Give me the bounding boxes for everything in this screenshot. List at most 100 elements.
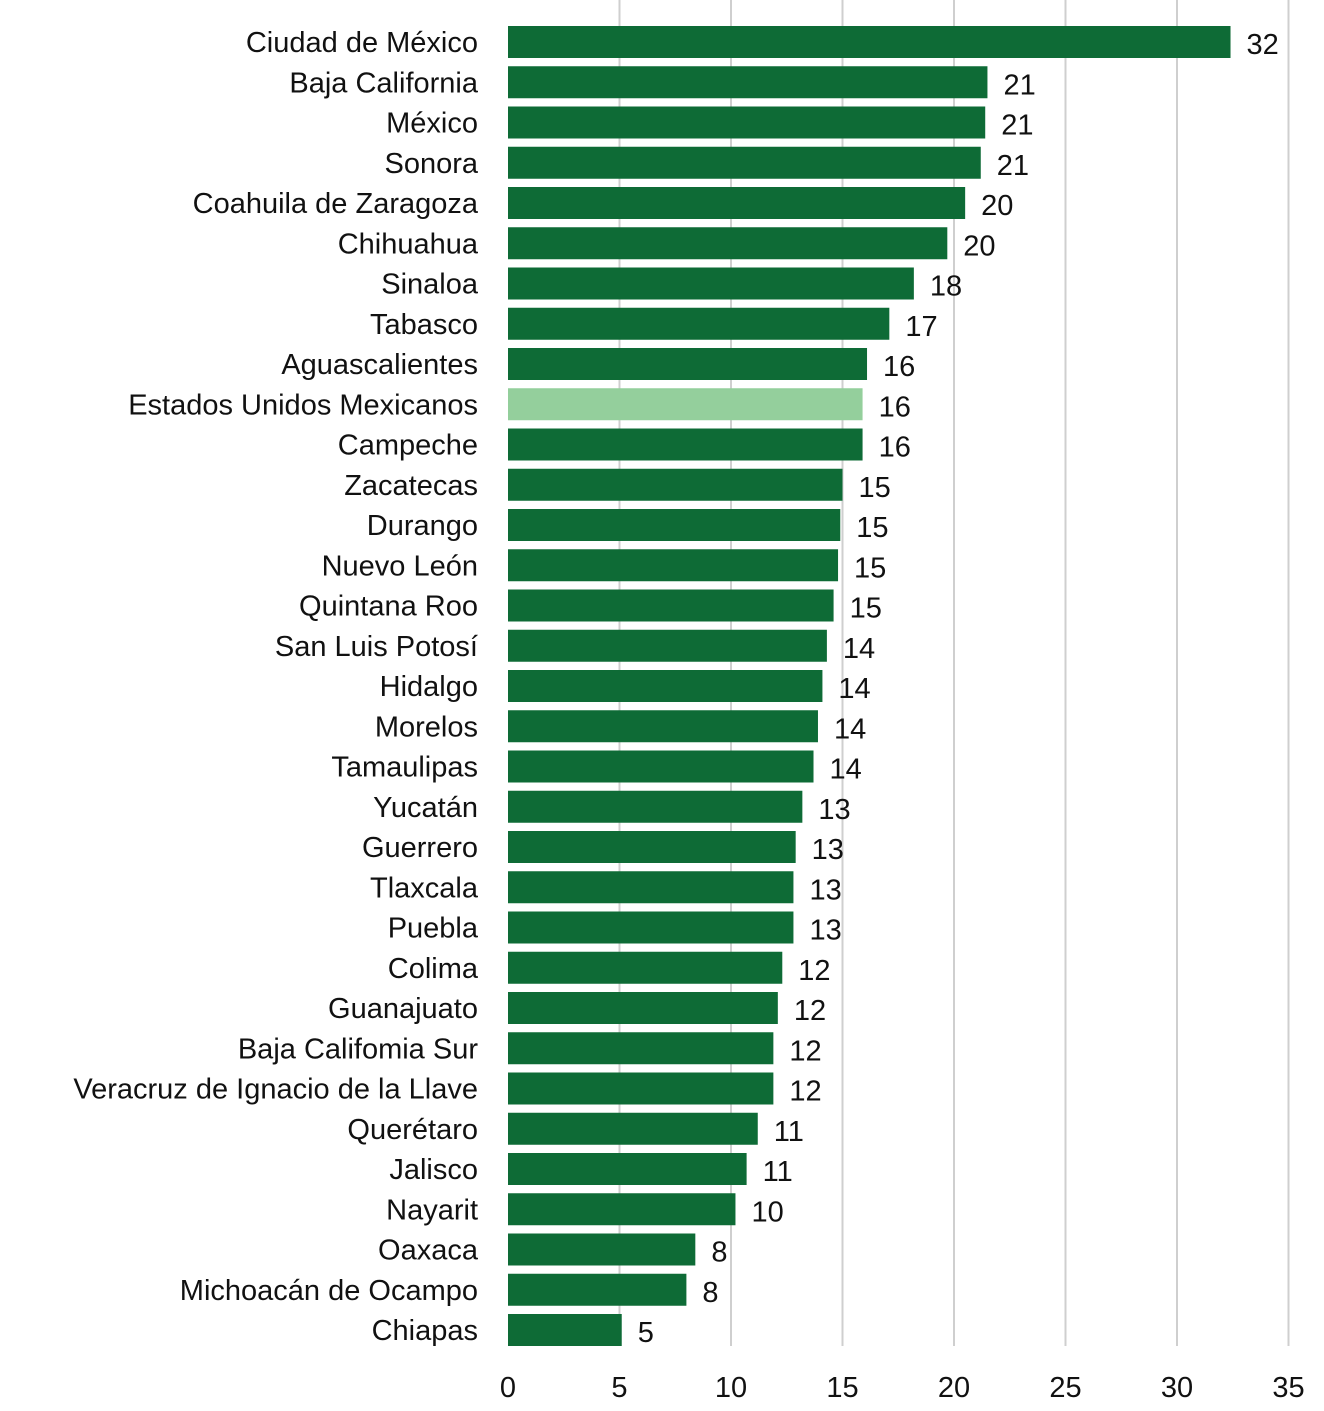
bar [508, 1314, 622, 1346]
bar [508, 509, 841, 541]
category-label: Tabasco [370, 309, 478, 341]
bar [508, 26, 1231, 58]
x-tick-label: 5 [611, 1372, 627, 1404]
category-label: México [386, 108, 478, 140]
category-label: Durango [367, 510, 478, 542]
value-label: 12 [798, 955, 830, 987]
x-tick-label: 15 [826, 1372, 858, 1404]
category-label: Guanajuato [328, 993, 478, 1025]
value-label: 21 [1003, 69, 1035, 101]
value-label: 15 [854, 552, 886, 584]
value-label: 13 [818, 794, 850, 826]
value-label: 8 [711, 1237, 727, 1269]
value-label: 15 [850, 593, 882, 625]
category-label: Sonora [384, 148, 478, 180]
category-label: San Luis Potosí [275, 631, 478, 663]
value-label: 14 [843, 633, 875, 665]
category-label: Nuevo León [322, 550, 478, 582]
category-label: Baja Califomia Sur [238, 1033, 478, 1065]
bar [508, 428, 863, 461]
category-label: Yucatán [373, 792, 478, 824]
value-label: 32 [1247, 29, 1279, 61]
bar [508, 951, 783, 984]
category-label: Baja California [289, 67, 478, 99]
bar [508, 106, 986, 139]
category-label: Querétaro [347, 1114, 478, 1146]
bar [508, 1032, 774, 1065]
x-tick-label: 20 [938, 1372, 970, 1404]
category-label: Tamaulipas [331, 752, 478, 784]
bar [508, 710, 818, 743]
x-tick-label: 35 [1272, 1372, 1304, 1404]
category-label: Puebla [388, 913, 479, 945]
category-label: Aguascalientes [281, 349, 478, 381]
category-label: Oaxaca [378, 1235, 479, 1267]
bar [508, 1072, 774, 1105]
value-label: 16 [879, 432, 911, 464]
value-label: 14 [834, 713, 866, 745]
category-label: Coahuila de Zaragoza [193, 188, 479, 220]
value-label: 20 [981, 190, 1013, 222]
bar [508, 66, 988, 99]
category-label: Colima [388, 953, 479, 985]
category-label: Estados Unidos Mexicanos [128, 389, 478, 421]
bar [508, 1273, 687, 1306]
bar [508, 871, 794, 904]
bar [508, 750, 814, 783]
value-label: 11 [774, 1116, 804, 1148]
value-label: 21 [1001, 110, 1033, 142]
bar [508, 1193, 736, 1226]
value-label: 16 [883, 351, 915, 383]
value-label: 21 [997, 150, 1029, 182]
x-axis-ticks: 0 5 10 15 20 25 30 35 [500, 1372, 1305, 1404]
bar [508, 629, 827, 662]
x-tick-label: 0 [500, 1372, 516, 1404]
gridlines [618, 0, 1290, 1346]
category-label: Veracruz de Ignacio de la Llave [73, 1074, 478, 1106]
bar [508, 1153, 747, 1185]
bar [508, 790, 803, 823]
category-label: Campeche [338, 430, 478, 462]
bar [508, 911, 794, 944]
value-labels: 3221212120201817161616151515151414141413… [638, 29, 1279, 1349]
value-label: 11 [763, 1156, 793, 1188]
value-label: 12 [794, 995, 826, 1027]
value-label: 20 [963, 230, 995, 262]
value-label: 17 [905, 311, 937, 343]
category-label: Zacatecas [344, 470, 478, 502]
bar [508, 589, 834, 622]
bar [508, 1112, 758, 1145]
value-label: 5 [638, 1317, 654, 1349]
value-label: 16 [879, 391, 911, 423]
value-label: 10 [751, 1196, 783, 1228]
bar [508, 267, 914, 300]
category-label: Chiapas [372, 1315, 478, 1347]
value-label: 15 [856, 512, 888, 544]
bar [508, 227, 948, 260]
bar [508, 549, 839, 582]
bar [508, 307, 890, 340]
bar [508, 1233, 696, 1266]
bar [508, 992, 778, 1024]
category-label: Guerrero [362, 832, 478, 864]
bar [508, 468, 843, 501]
value-label: 12 [789, 1035, 821, 1067]
x-tick-label: 30 [1161, 1372, 1193, 1404]
value-label: 13 [812, 834, 844, 866]
category-label: Chihuahua [338, 228, 479, 260]
bar [508, 348, 868, 380]
bar [508, 831, 796, 863]
value-label: 13 [809, 915, 841, 947]
value-label: 8 [702, 1277, 718, 1309]
x-tick-label: 10 [715, 1372, 747, 1404]
x-tick-label: 25 [1049, 1372, 1081, 1404]
value-label: 15 [859, 472, 891, 504]
value-label: 13 [809, 874, 841, 906]
value-label: 18 [930, 271, 962, 303]
bar [508, 187, 966, 219]
value-label: 14 [838, 673, 870, 705]
bars [508, 26, 1231, 1346]
value-label: 12 [789, 1076, 821, 1108]
category-label: Nayarit [386, 1194, 478, 1226]
category-label: Michoacán de Ocampo [180, 1275, 478, 1307]
